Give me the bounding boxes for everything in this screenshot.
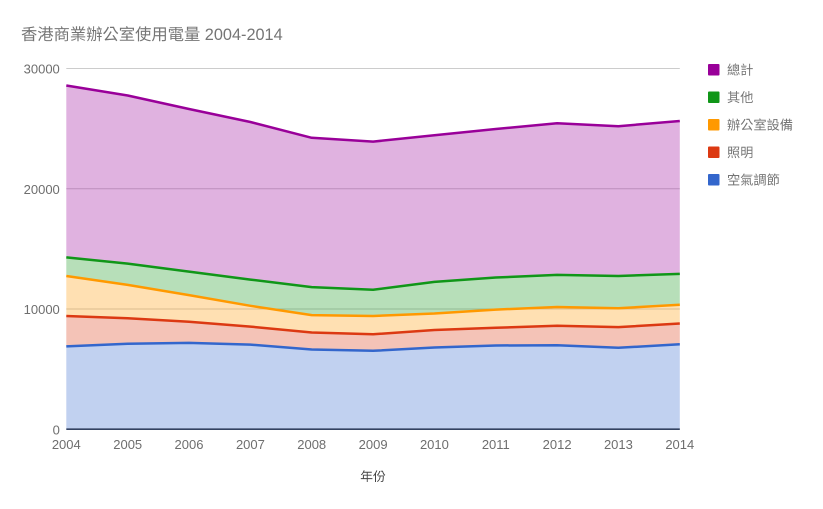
svg-text:2010: 2010 [420,437,449,452]
svg-text:10000: 10000 [24,302,60,317]
svg-text:0: 0 [53,422,60,437]
svg-text:2014: 2014 [665,437,694,452]
svg-text:2008: 2008 [297,437,326,452]
svg-text:2013: 2013 [604,437,633,452]
svg-text:2004-2014: 2004-2014 [205,26,283,44]
svg-text:2007: 2007 [236,437,265,452]
svg-text:2012: 2012 [543,437,572,452]
svg-text:2006: 2006 [175,437,204,452]
svg-text:2011: 2011 [482,437,510,452]
svg-text:2005: 2005 [113,437,142,452]
svg-text:20000: 20000 [24,182,60,197]
svg-text:2004: 2004 [52,437,81,452]
svg-text:2009: 2009 [359,437,388,452]
svg-text:30000: 30000 [24,62,60,77]
